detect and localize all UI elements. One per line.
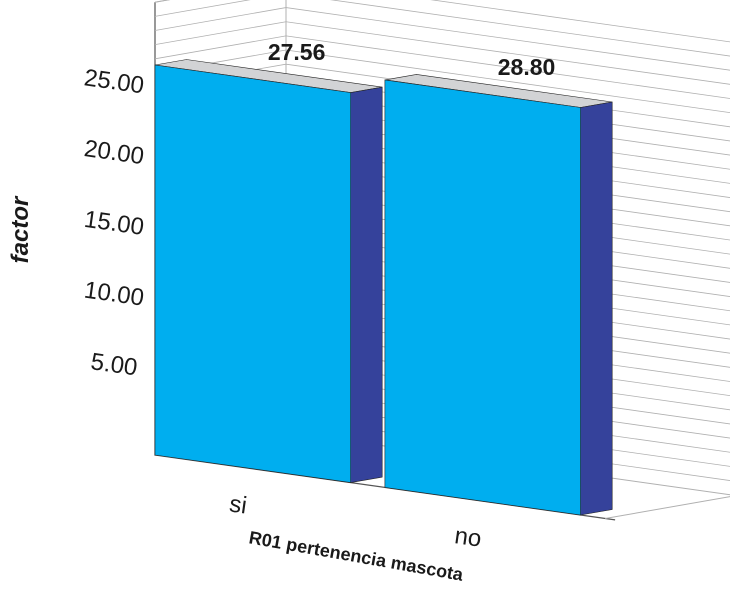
y-tick-label: 10.00 <box>82 277 145 312</box>
x-tick-label: si <box>228 490 249 519</box>
floor-right-edge <box>605 496 730 519</box>
bar-no <box>384 74 613 516</box>
gridline-left <box>154 0 170 3</box>
y-axis-label: factor <box>7 195 34 263</box>
y-tick-label: 25.00 <box>82 64 145 99</box>
left-wall-top-edge <box>154 0 171 3</box>
gridline-back <box>285 7 730 71</box>
gridline-back <box>285 49 730 114</box>
gridline-back <box>430 0 730 43</box>
gridline-left <box>154 35 287 60</box>
data-labels: 27.56 28.80 <box>268 39 556 80</box>
gridline-back <box>285 35 730 99</box>
bar-side-face <box>580 101 613 516</box>
y-tick-label: 20.00 <box>82 135 145 170</box>
gridline-left <box>154 7 287 31</box>
bar-front-face <box>154 64 352 483</box>
x-tick-labels: si no <box>228 490 484 552</box>
bar-front-face <box>384 79 581 516</box>
data-label: 28.80 <box>498 54 556 80</box>
y-tick-label: 5.00 <box>89 348 139 381</box>
y-tick-labels: 5.00 10.00 15.00 20.00 25.00 <box>82 64 145 381</box>
data-label: 27.56 <box>268 39 326 65</box>
bar-side-face <box>350 86 383 483</box>
bars <box>154 59 613 516</box>
gridline-back <box>329 0 730 57</box>
gridline-back <box>285 21 730 85</box>
x-tick-label: no <box>453 522 483 552</box>
y-tick-label: 15.00 <box>82 206 145 241</box>
x-axis-label: R01 pertenencia mascota <box>247 527 465 585</box>
gridline-left <box>154 0 251 17</box>
bar-si <box>154 59 383 483</box>
gridline-left <box>154 21 287 46</box>
